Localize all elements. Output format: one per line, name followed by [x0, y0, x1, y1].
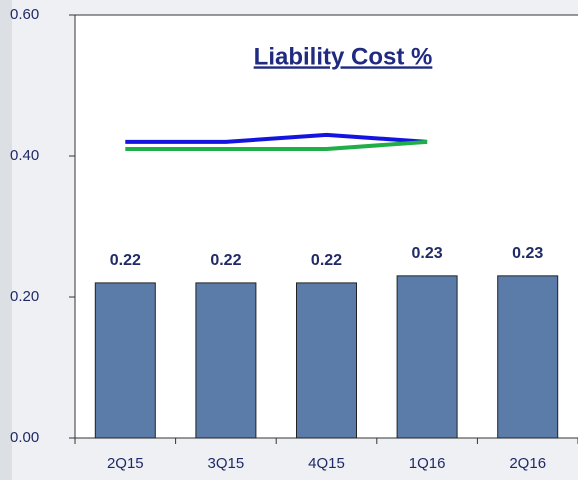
- line-series: [125, 139, 428, 151]
- value-label: 0.22: [110, 252, 141, 269]
- x-tick-label: 3Q15: [208, 455, 245, 472]
- y-tick-label: 0.00: [10, 429, 39, 446]
- line-series: [125, 132, 428, 144]
- bar: [497, 275, 559, 439]
- x-tick-label: 4Q15: [308, 455, 345, 472]
- bar: [94, 282, 156, 439]
- y-tick-label: 0.60: [10, 6, 39, 23]
- x-tick-label: 1Q16: [409, 455, 446, 472]
- value-label: 0.23: [412, 245, 443, 262]
- x-tick-label: 2Q16: [509, 455, 546, 472]
- value-label: 0.22: [311, 252, 342, 269]
- y-tick-label: 0.20: [10, 288, 39, 305]
- x-tick-label: 2Q15: [107, 455, 144, 472]
- value-label: 0.22: [210, 252, 241, 269]
- bar: [195, 282, 257, 439]
- left-strip: [0, 0, 12, 480]
- bar: [296, 282, 357, 439]
- value-label: 0.23: [512, 245, 543, 262]
- chart-title: Liability Cost %: [254, 43, 433, 70]
- bar: [396, 275, 458, 439]
- y-tick-label: 0.40: [10, 147, 39, 164]
